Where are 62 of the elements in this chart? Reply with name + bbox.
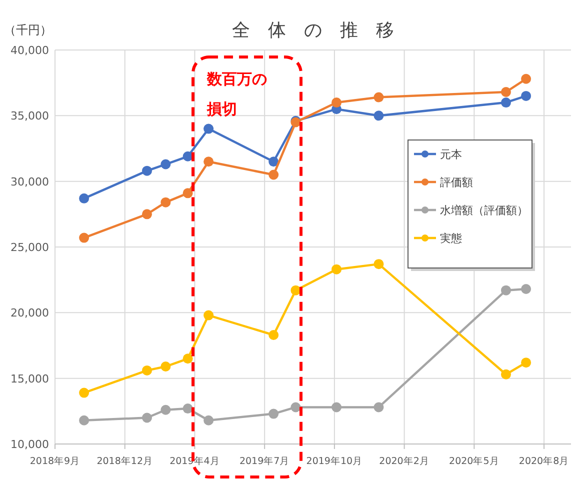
legend-label: 水増額（評価額） bbox=[440, 204, 528, 217]
point bbox=[290, 402, 301, 412]
point bbox=[204, 124, 214, 134]
y-tick-label: 10,000 bbox=[10, 438, 49, 451]
point bbox=[332, 98, 342, 108]
point bbox=[500, 369, 511, 380]
legend-label: 評価額 bbox=[440, 176, 473, 189]
point bbox=[142, 365, 152, 376]
y-tick-label: 30,000 bbox=[10, 175, 49, 188]
point bbox=[374, 92, 384, 102]
point bbox=[374, 259, 384, 270]
point bbox=[142, 412, 152, 423]
x-tick-label: 2019年10月 bbox=[306, 455, 363, 467]
point bbox=[160, 159, 171, 170]
y-tick-label: 35,000 bbox=[10, 110, 49, 123]
x-tick-label: 2020年5月 bbox=[449, 455, 500, 467]
legend-label: 実態 bbox=[440, 232, 462, 245]
legend-label: 元本 bbox=[440, 148, 462, 161]
point bbox=[268, 170, 279, 180]
y-tick-label: 15,000 bbox=[10, 372, 49, 386]
x-tick-label: 2019年7月 bbox=[239, 455, 290, 467]
point bbox=[160, 404, 171, 415]
point bbox=[182, 354, 193, 364]
x-tick-label: 2020年2月 bbox=[379, 455, 430, 467]
y-tick-label: 25,000 bbox=[10, 241, 49, 254]
point bbox=[290, 285, 301, 296]
point bbox=[79, 193, 90, 204]
annotation: 数百万の損切 bbox=[207, 69, 268, 120]
point bbox=[521, 284, 532, 294]
point bbox=[374, 110, 384, 121]
point bbox=[142, 209, 152, 220]
y-tick-label: 20,000 bbox=[10, 306, 49, 320]
point bbox=[182, 151, 193, 162]
chart-title: 全 体 の 推 移 bbox=[232, 20, 394, 41]
point bbox=[79, 388, 90, 398]
point bbox=[182, 404, 193, 414]
point bbox=[79, 232, 90, 243]
y-axis-title: （千円） bbox=[4, 23, 52, 37]
point bbox=[142, 166, 152, 176]
point bbox=[521, 358, 532, 368]
x-tick-label: 2018年9月 bbox=[30, 455, 80, 467]
point bbox=[204, 310, 214, 320]
x-tick-label: 2020年8月 bbox=[518, 455, 570, 467]
point bbox=[374, 402, 384, 412]
point bbox=[268, 330, 279, 340]
point bbox=[500, 98, 511, 108]
point bbox=[500, 285, 511, 296]
point bbox=[204, 415, 214, 426]
point bbox=[332, 402, 342, 412]
point bbox=[268, 156, 279, 167]
point bbox=[521, 90, 532, 101]
point bbox=[521, 74, 532, 84]
point bbox=[500, 87, 511, 98]
point bbox=[204, 156, 214, 167]
point bbox=[79, 415, 90, 426]
point bbox=[160, 362, 171, 372]
point bbox=[182, 188, 193, 198]
point bbox=[332, 264, 342, 274]
point bbox=[268, 408, 279, 419]
x-tick-label: 2018年12月 bbox=[96, 455, 153, 467]
point bbox=[160, 197, 171, 208]
y-tick-label: 40,000 bbox=[10, 44, 49, 57]
